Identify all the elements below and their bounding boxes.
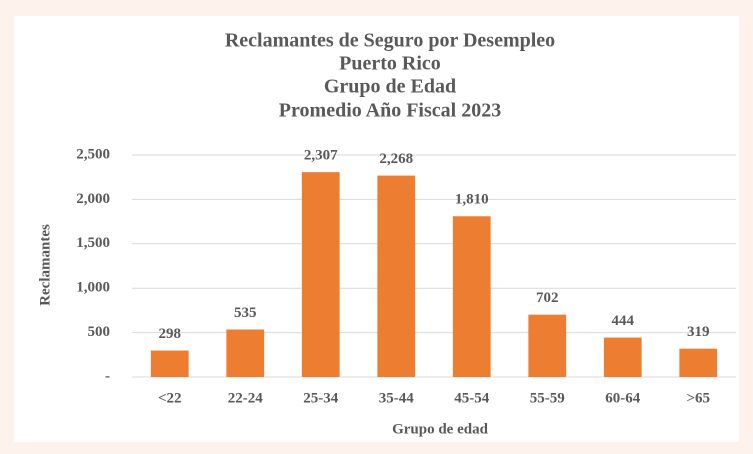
data-label: 444: [612, 313, 635, 329]
x-tick-label: <22: [158, 390, 182, 406]
x-tick-label: 60-64: [605, 390, 640, 406]
data-label: 702: [536, 290, 559, 306]
x-tick-label: 22-24: [228, 390, 263, 406]
chart-title: Puerto Rico: [339, 53, 441, 75]
x-tick-label: 35-44: [379, 390, 414, 406]
x-tick-label: 25-34: [303, 390, 338, 406]
x-axis-label: Grupo de edad: [392, 421, 489, 437]
data-label: 2,268: [379, 151, 413, 167]
data-label: 535: [234, 305, 257, 321]
data-label: 1,810: [455, 192, 489, 208]
chart-title: Grupo de Edad: [324, 76, 456, 98]
y-tick-label: 2,000: [76, 191, 110, 207]
chart-title: Promedio Año Fiscal 2023: [279, 100, 501, 122]
bar: [226, 329, 265, 377]
y-tick-label: 1,500: [76, 235, 110, 251]
y-tick-label: 500: [88, 324, 111, 340]
bar: [150, 350, 189, 377]
data-label: 2,307: [304, 148, 338, 164]
y-axis-label: Reclamantes: [37, 224, 53, 306]
bar: [301, 172, 340, 377]
x-tick-label: 45-54: [454, 390, 489, 406]
bar: [528, 314, 567, 377]
bar: [452, 216, 491, 377]
bar: [679, 348, 718, 377]
y-tick-label: 2,500: [76, 146, 110, 162]
y-tick-label: 1,000: [76, 280, 110, 296]
x-tick-label: 55-59: [530, 390, 565, 406]
data-label: 298: [159, 326, 182, 342]
chart-title: Reclamantes de Seguro por Desempleo: [225, 30, 555, 52]
bar: [377, 175, 416, 377]
x-tick-label: >65: [686, 390, 710, 406]
y-tick-label: -: [105, 368, 110, 384]
bar: [603, 337, 642, 377]
data-label: 319: [687, 324, 710, 340]
